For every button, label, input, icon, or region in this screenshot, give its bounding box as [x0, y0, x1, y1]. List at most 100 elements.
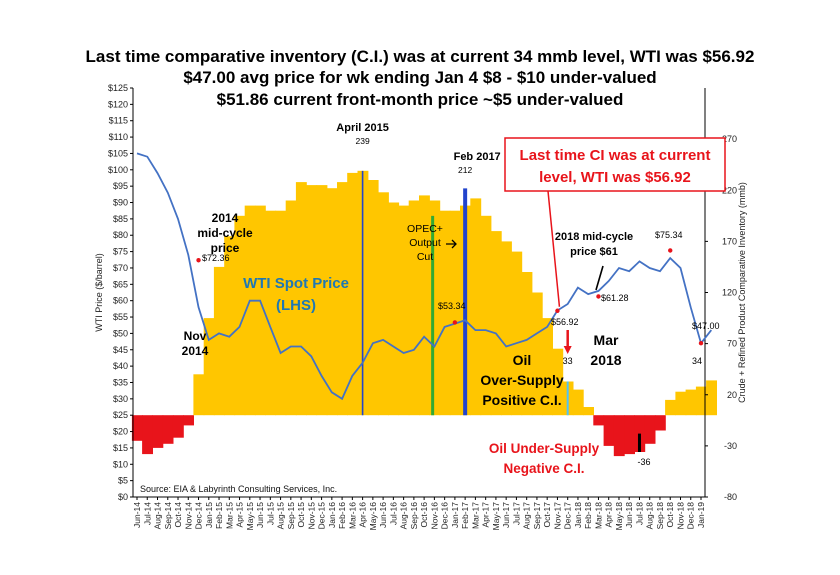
y-right-tick-label: 20 — [727, 390, 737, 400]
x-tick-label: Mar-17 — [470, 502, 480, 529]
y-left-tick-label: $100 — [108, 165, 128, 175]
ci-bar — [306, 185, 318, 416]
price-4700-label: $47.00 — [692, 321, 720, 331]
ci-bar — [675, 391, 687, 416]
ci-bar — [275, 210, 287, 416]
y-right-tick-label: 170 — [722, 236, 737, 246]
ci-bar — [337, 182, 348, 416]
ci-bar — [347, 172, 359, 416]
ci-bar — [665, 399, 676, 416]
x-tick-label: Sep-18 — [655, 502, 665, 530]
ci-bar — [542, 318, 553, 416]
x-tick-label: Nov-14 — [183, 502, 193, 530]
x-tick-label: Jan-19 — [696, 502, 706, 528]
x-tick-label: Nov-16 — [429, 502, 439, 530]
x-tick-label: May-18 — [614, 502, 624, 531]
undersupply-label: Oil Under-Supply — [489, 441, 600, 456]
mar-2018-label: Mar — [594, 332, 619, 348]
y-left-tick-label: $80 — [113, 230, 128, 240]
wti-price-point — [698, 341, 704, 346]
ci-239-label: 239 — [356, 136, 370, 146]
y-left-tick-label: $55 — [113, 312, 128, 322]
ci-bar — [593, 415, 605, 426]
wti-price-point — [555, 308, 560, 313]
x-tick-label: Feb-17 — [460, 502, 470, 529]
ci-bar — [295, 182, 307, 416]
x-tick-label: Jun-16 — [378, 502, 388, 528]
x-tick-label: Aug-16 — [399, 502, 409, 530]
wti-price-point — [196, 258, 201, 263]
x-tick-label: Apr-17 — [481, 502, 491, 528]
ci-bar — [234, 215, 246, 416]
ci-bar — [213, 266, 225, 416]
price-7534-label: $75.34 — [655, 230, 683, 240]
price-6128-label: $61.28 — [601, 293, 629, 303]
y-left-tick-label: $45 — [113, 345, 128, 355]
x-tick-label: Dec-18 — [686, 502, 696, 530]
ci-bar — [583, 407, 594, 416]
x-tick-label: Sep-14 — [163, 502, 173, 530]
x-tick-label: Dec-16 — [440, 502, 450, 530]
x-tick-label: Apr-15 — [235, 502, 245, 528]
ci-bar — [521, 272, 533, 416]
x-tick-label: Mar-16 — [347, 502, 357, 529]
opec-cut-label: Output — [409, 237, 441, 249]
x-tick-label: Jan-15 — [204, 502, 214, 528]
ci-bar — [572, 389, 584, 416]
ci-bar — [388, 202, 400, 416]
ci-bar — [695, 386, 707, 416]
ci-bar — [706, 380, 717, 416]
ci-bar — [501, 241, 512, 416]
ci-bar — [552, 348, 564, 416]
ci-bar — [408, 200, 420, 416]
x-tick-label: Jan-16 — [327, 502, 337, 528]
x-tick-label: Nov-17 — [552, 502, 562, 530]
x-tick-label: Oct-16 — [419, 502, 429, 528]
y-left-tick-label: $5 — [118, 476, 128, 486]
x-tick-label: Feb-18 — [583, 502, 593, 529]
ci-bar — [511, 251, 523, 416]
chart-title-line-3: $51.86 current front-month price ~$5 und… — [216, 90, 624, 109]
last-time-callout-arrow — [547, 190, 561, 307]
y-left-tick-label: $125 — [108, 83, 128, 93]
x-tick-label: Feb-15 — [214, 502, 224, 529]
y-right-tick-label: 220 — [722, 185, 737, 195]
y-right-tick-label: 270 — [722, 134, 737, 144]
y-right-tick-label: -30 — [724, 441, 737, 451]
y-left-tick-label: $10 — [113, 459, 128, 469]
ci-bar — [131, 415, 143, 441]
x-tick-label: Oct-15 — [296, 502, 306, 528]
x-tick-label: Mar-15 — [224, 502, 234, 529]
wti-series-label: (LHS) — [276, 297, 316, 314]
y-left-tick-label: $95 — [113, 181, 128, 191]
x-tick-label: Jan-18 — [573, 502, 583, 528]
chart-title-line-1: Last time comparative inventory (C.I.) w… — [85, 47, 755, 66]
x-tick-label: Mar-18 — [594, 502, 604, 529]
x-tick-label: Oct-17 — [542, 502, 552, 528]
ci-bar — [429, 200, 441, 416]
ci-bar — [613, 415, 625, 457]
ci-33-arrowhead — [563, 346, 572, 354]
y-left-axis-label: WTI Price ($/barrel) — [94, 253, 104, 332]
ci-bar — [654, 415, 666, 431]
ci-bar — [449, 210, 461, 416]
y-right-tick-label: 120 — [722, 288, 737, 298]
ci-bar — [531, 292, 543, 416]
x-tick-label: Dec-14 — [194, 502, 204, 530]
x-tick-label: Nov-18 — [676, 502, 686, 530]
last-time-callout-box — [504, 137, 726, 192]
y-left-tick-label: $20 — [113, 427, 128, 437]
ci-bar — [419, 195, 430, 416]
x-tick-label: May-16 — [368, 502, 378, 531]
y-left-tick-label: $110 — [109, 132, 128, 142]
ci-bar — [265, 210, 277, 416]
ci-bar — [193, 374, 205, 416]
april-2015-label: April 2015 — [336, 122, 389, 134]
oversupply-label: Positive C.I. — [482, 392, 561, 408]
x-tick-label: May-17 — [491, 502, 501, 531]
x-tick-label: Oct-14 — [173, 502, 183, 528]
y-left-tick-label: $15 — [113, 443, 128, 453]
source-note: Source: EIA & Labyrinth Consulting Servi… — [140, 484, 337, 494]
